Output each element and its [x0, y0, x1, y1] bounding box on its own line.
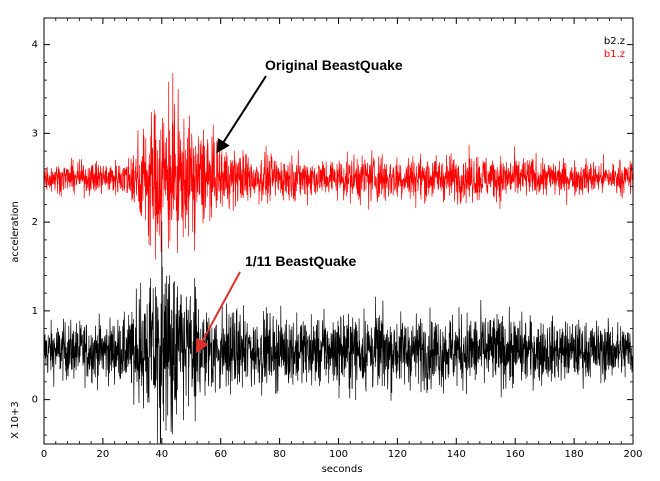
y-tick-label: 4 — [32, 40, 38, 51]
x-tick-label: 40 — [155, 449, 168, 460]
legend-entry-b2z: b2.z — [604, 36, 625, 47]
plot-frame — [43, 17, 634, 445]
trace-b1z — [44, 72, 633, 260]
annotation-arrow — [216, 75, 267, 154]
x-tick-label: 60 — [214, 449, 227, 460]
trace-b2z — [44, 221, 633, 444]
y-tick-label: 0 — [32, 395, 38, 406]
x-axis-label: seconds — [322, 464, 363, 475]
traces-layer — [44, 72, 633, 444]
x-tick-label: 160 — [506, 449, 525, 460]
x-tick-label: 180 — [565, 449, 584, 460]
annotation-label: 1/11 BeastQuake — [245, 253, 357, 269]
x-tick-label: 100 — [329, 449, 348, 460]
y-scale-multiplier: X 10+3 — [10, 401, 21, 439]
annotations-layer: Original BeastQuake 1/11 BeastQuake — [195, 57, 403, 354]
x-tick-label: 80 — [273, 449, 286, 460]
legend-entry-b1z: b1.z — [604, 49, 625, 60]
x-tick-label: 140 — [447, 449, 466, 460]
x-tick-label: 200 — [623, 449, 642, 460]
ticks-layer: 0 20 40 60 80 100 120 140 160 180 200 0 1 2 3 4 — [32, 18, 643, 460]
y-tick-label: 2 — [32, 217, 38, 228]
annotation-arrow — [195, 271, 241, 354]
y-axis-label: acceleration — [10, 201, 21, 263]
x-tick-label: 0 — [41, 449, 47, 460]
annotation-label: Original BeastQuake — [265, 57, 403, 73]
x-tick-label: 20 — [97, 449, 110, 460]
y-tick-label: 3 — [32, 128, 38, 139]
y-tick-label: 1 — [32, 306, 38, 317]
x-tick-label: 120 — [388, 449, 407, 460]
legend: b2.z b1.z — [604, 36, 625, 60]
